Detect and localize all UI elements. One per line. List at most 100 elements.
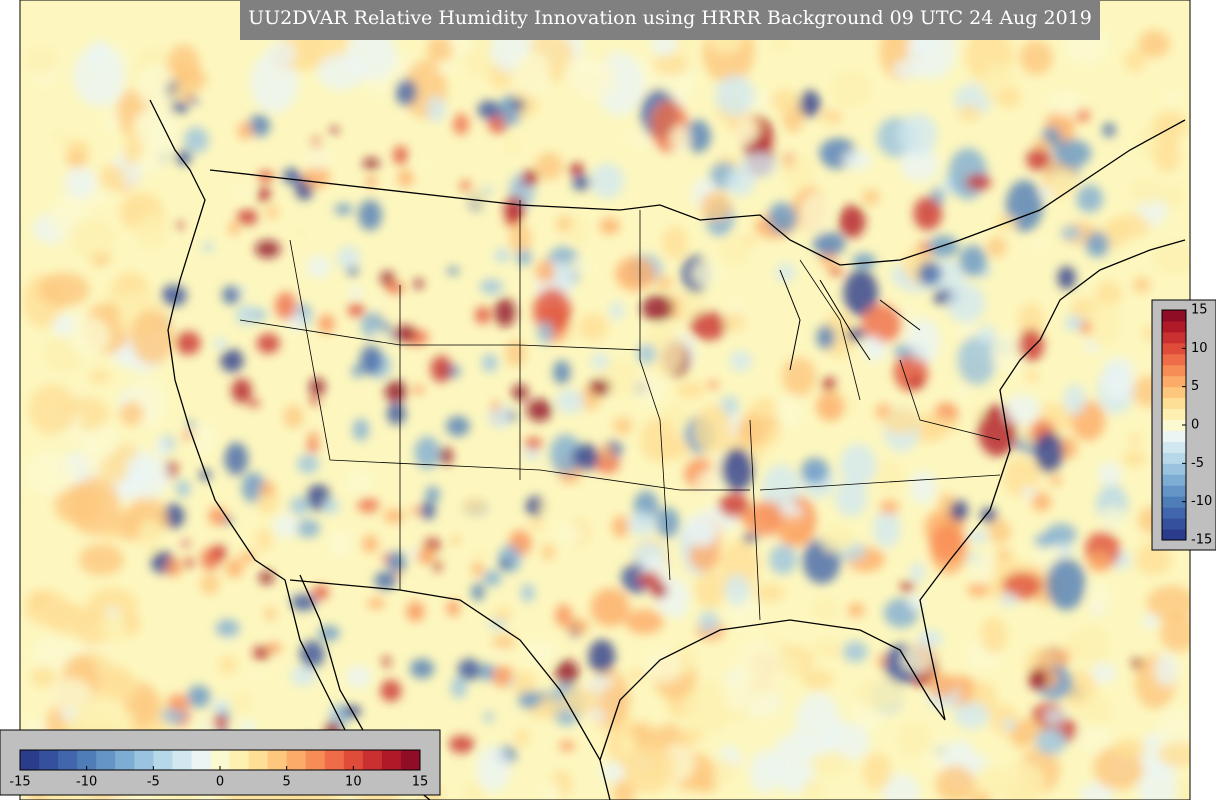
field-patch	[260, 481, 276, 497]
colorbar-segment	[1162, 364, 1186, 377]
colorbar-bottom: -15 -10 -5 0 5 10 15	[9, 749, 428, 790]
field-patch	[986, 236, 1007, 258]
field-patch	[387, 333, 396, 340]
field-patch	[1129, 179, 1167, 205]
field-patch	[819, 523, 856, 554]
colorbar-segment	[172, 750, 192, 770]
field-patch	[855, 677, 904, 712]
field-patch	[283, 405, 304, 429]
field-patch	[124, 612, 141, 635]
field-patch	[757, 450, 771, 464]
field-patch	[341, 705, 362, 718]
field-patch	[861, 304, 902, 343]
field-patch	[1018, 328, 1045, 362]
field-patch	[910, 471, 937, 505]
field-patch	[359, 345, 383, 376]
field-patch	[505, 339, 526, 367]
colorbar-tick-label: 15	[1191, 303, 1208, 318]
field-patch	[678, 729, 702, 745]
field-patch	[555, 659, 579, 686]
great-lakes	[779, 269, 921, 371]
field-patch	[589, 378, 611, 396]
field-patch	[98, 165, 125, 192]
field-patch	[691, 259, 722, 288]
field-patch	[969, 549, 996, 585]
field-patch	[362, 157, 380, 170]
colorbar-segment	[1162, 408, 1186, 421]
field-patch	[913, 196, 943, 231]
field-patch	[248, 114, 271, 137]
field-patch	[99, 707, 136, 733]
field-patch	[882, 773, 920, 800]
field-patch	[1132, 277, 1151, 293]
field-patch	[801, 778, 824, 800]
field-patch	[555, 389, 584, 414]
field-patch	[555, 604, 572, 627]
field-patch	[380, 679, 402, 702]
field-patch	[1046, 558, 1086, 610]
field-patch	[259, 570, 274, 585]
field-patch	[514, 728, 530, 747]
field-patch	[73, 607, 113, 647]
colorbar-tick-label: 5	[1191, 379, 1199, 394]
colorbar-segment	[1162, 441, 1186, 453]
field-patch	[775, 395, 803, 430]
colorbar-segment	[1162, 430, 1186, 442]
colorbar-segment	[286, 750, 307, 770]
field-patch	[1022, 486, 1036, 500]
field-patch	[453, 113, 470, 135]
field-patch	[254, 240, 281, 258]
field-patch	[318, 625, 340, 641]
field-patch	[336, 245, 361, 269]
colorbar-segment	[1162, 474, 1186, 486]
field-patch	[1085, 302, 1120, 348]
field-patch	[183, 126, 209, 154]
field-patch	[273, 514, 299, 538]
field-patch	[812, 231, 846, 256]
field-patch	[407, 547, 418, 559]
field-patch	[479, 279, 503, 295]
field-patch	[1124, 49, 1146, 73]
field-patch	[362, 535, 379, 553]
field-patch	[1034, 533, 1056, 548]
colorbar-tick-label: 0	[216, 775, 224, 790]
field-patch	[1079, 782, 1115, 800]
field-patch	[297, 454, 319, 474]
field-patch	[161, 504, 185, 529]
colorbar-tick-label: -10	[1191, 494, 1212, 509]
field-patch	[477, 100, 501, 120]
field-patch	[89, 369, 111, 384]
field-patch	[137, 519, 163, 554]
field-patch	[935, 765, 976, 800]
field-patch	[775, 263, 796, 282]
field-patch	[720, 395, 739, 416]
field-patch	[358, 199, 382, 231]
field-patch	[414, 436, 441, 470]
field-patch	[104, 112, 121, 133]
field-patch	[166, 44, 200, 86]
colorbar-segment	[400, 750, 421, 770]
field-patch	[615, 256, 656, 291]
field-patch	[175, 479, 191, 498]
field-patch	[1128, 433, 1142, 446]
field-patch	[1065, 319, 1081, 329]
field-patch	[420, 501, 436, 520]
field-patch	[1164, 196, 1184, 209]
field-patch	[160, 284, 187, 307]
field-patch	[842, 149, 872, 170]
field-patch	[367, 597, 386, 609]
field-patch	[959, 245, 987, 277]
field-patch	[387, 402, 406, 425]
field-patch	[1085, 231, 1110, 258]
field-patch	[495, 647, 506, 660]
field-patch	[600, 762, 627, 783]
field-patch	[735, 116, 758, 146]
field-patch	[847, 603, 865, 618]
field-patch	[552, 360, 571, 385]
field-patch	[282, 168, 301, 184]
field-patch	[555, 523, 586, 545]
field-patch	[1033, 431, 1064, 473]
field-patch	[669, 125, 691, 153]
field-patch	[334, 203, 353, 216]
field-patch	[538, 501, 551, 516]
